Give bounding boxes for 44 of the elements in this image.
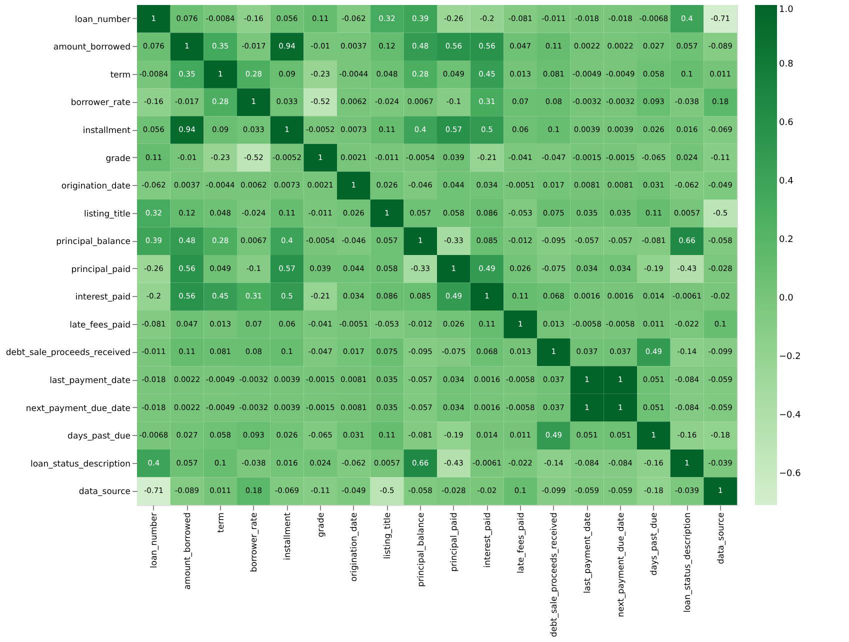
color-bar-label: −0.4 — [779, 410, 802, 420]
y-tick-label: principal_balance — [56, 237, 130, 248]
y-tick-label: borrower_rate — [70, 98, 130, 108]
x-tick-label: amount_borrowed — [183, 512, 193, 590]
color-bar-label: −0.6 — [779, 468, 802, 479]
y-tick-label: interest_paid — [75, 292, 130, 303]
color-bar-label: 0.0 — [779, 293, 794, 304]
x-tick-label: data_source — [716, 512, 726, 564]
y-tick-label: data_source — [78, 487, 130, 498]
y-tick-label: loan_status_description — [30, 459, 130, 470]
color-bar-label: 1.0 — [779, 5, 794, 15]
color-bar-label: 0.4 — [779, 176, 794, 186]
y-tick-label: next_payment_due_date — [26, 404, 130, 414]
y-tick-label: debt_sale_proceeds_received — [6, 348, 130, 358]
x-tick-label: next_payment_due_date — [616, 512, 626, 618]
y-tick-label: amount_borrowed — [53, 42, 130, 53]
y-tick-label: last_payment_date — [50, 376, 130, 386]
x-tick-label: borrower_rate — [250, 512, 260, 572]
x-tick-label: loan_status_description — [683, 512, 693, 613]
x-tick-label: last_payment_date — [583, 512, 593, 594]
x-tick-label: term — [216, 512, 226, 533]
y-tick-label: term — [110, 70, 130, 80]
x-tick-label: grade — [316, 512, 326, 538]
y-tick-label: days_past_due — [68, 432, 130, 442]
y-tick-label: installment — [82, 126, 132, 136]
x-tick-label: listing_title — [383, 512, 393, 559]
color-bar-label: 0.2 — [779, 234, 794, 245]
color-bar-label: 0.6 — [779, 118, 794, 128]
x-tick-label: principal_balance — [416, 512, 426, 587]
x-tick-label: late_fees_paid — [516, 512, 526, 574]
y-tick-label: late_fees_paid — [70, 320, 130, 330]
color-bar-label: −0.2 — [779, 352, 801, 362]
x-tick-label: debt_sale_proceeds_received — [550, 512, 560, 638]
color-bar-label: 0.8 — [779, 59, 794, 70]
y-tick-label: origination_date — [61, 182, 130, 192]
x-tick-label: installment — [283, 512, 293, 560]
y-tick-label: loan_number — [74, 14, 131, 25]
x-tick-label: days_past_due — [650, 512, 660, 576]
x-tick-label: origination_date — [350, 512, 360, 582]
y-tick-label: listing_title — [84, 209, 130, 220]
y-tick-label: grade — [106, 154, 130, 164]
x-tick-label: principal_paid — [450, 512, 460, 572]
x-tick-label: interest_paid — [483, 512, 493, 568]
y-tick-label: principal_paid — [71, 264, 130, 275]
